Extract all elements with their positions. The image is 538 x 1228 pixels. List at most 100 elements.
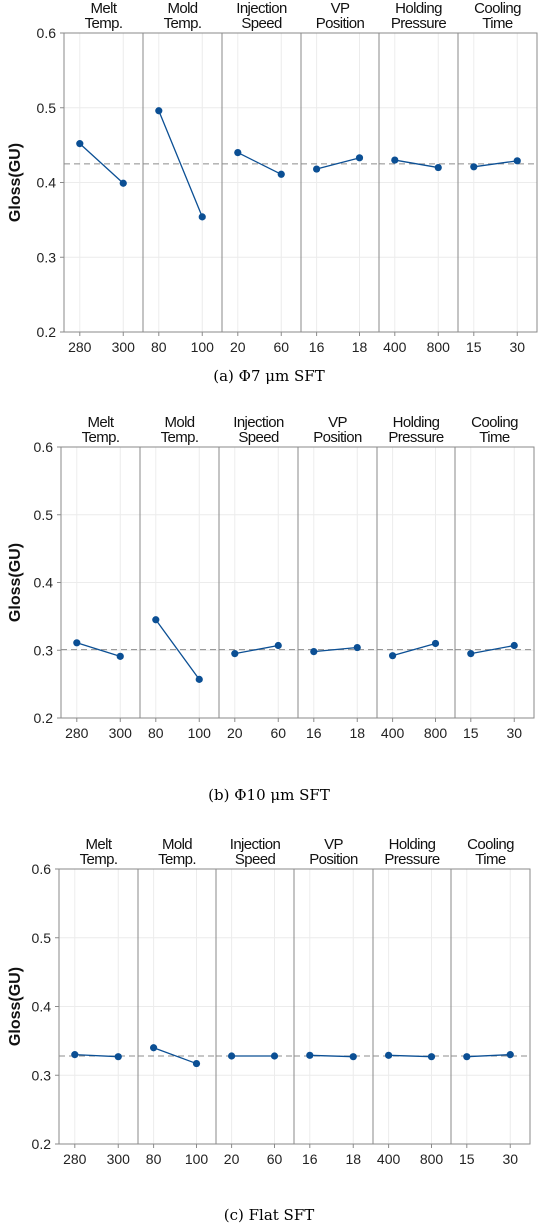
data-point bbox=[510, 641, 518, 650]
x-tick-label: 15 bbox=[459, 1151, 475, 1167]
y-tick-label: 0.3 bbox=[34, 642, 54, 658]
panel-title-line1: Holding bbox=[389, 836, 436, 853]
panel-title-line2: Speed bbox=[241, 15, 282, 32]
x-tick-label: 800 bbox=[420, 1151, 444, 1167]
data-point bbox=[76, 140, 84, 148]
panel-title-line1: Melt bbox=[91, 0, 118, 17]
x-tick-label: 20 bbox=[230, 339, 246, 355]
panel-title-line1: Injection bbox=[233, 414, 284, 431]
panel-title-line2: Time bbox=[479, 429, 510, 446]
x-tick-label: 30 bbox=[506, 725, 522, 741]
x-tick-label: 18 bbox=[345, 1151, 361, 1167]
y-tick-label: 0.2 bbox=[37, 324, 57, 340]
data-point bbox=[274, 641, 282, 650]
data-point bbox=[152, 616, 160, 624]
panel-title-line1: Melt bbox=[86, 836, 113, 853]
y-tick-label: 0.6 bbox=[34, 439, 54, 455]
panel-title-line1: Injection bbox=[236, 0, 287, 17]
x-tick-label: 16 bbox=[309, 339, 325, 355]
x-tick-label: 60 bbox=[267, 1151, 283, 1167]
data-point bbox=[116, 652, 124, 660]
panel-title-line1: Cooling bbox=[471, 414, 518, 431]
y-tick-label: 0.3 bbox=[37, 249, 57, 265]
panel-title-line2: Position bbox=[316, 15, 365, 32]
panel-title-line2: Temp. bbox=[80, 851, 118, 868]
x-tick-label: 100 bbox=[191, 339, 215, 355]
x-tick-label: 60 bbox=[270, 725, 286, 741]
series-line bbox=[237, 152, 282, 175]
data-point bbox=[463, 1053, 471, 1061]
y-tick-label: 0.5 bbox=[32, 930, 52, 946]
series-line bbox=[470, 644, 515, 655]
y-axis-label: Gloss(GU) bbox=[7, 967, 24, 1046]
y-tick-label: 0.6 bbox=[37, 25, 57, 41]
x-tick-label: 100 bbox=[185, 1151, 209, 1167]
data-point bbox=[310, 648, 318, 656]
data-point bbox=[114, 1053, 122, 1061]
panel-title-line1: Mold bbox=[162, 836, 192, 853]
panel-title-line1: VP bbox=[328, 414, 347, 431]
data-point bbox=[427, 1053, 436, 1061]
x-tick-label: 16 bbox=[306, 725, 322, 741]
series-line bbox=[313, 646, 358, 653]
panel-title-line2: Speed bbox=[235, 851, 276, 868]
y-tick-label: 0.5 bbox=[34, 507, 54, 523]
series-line bbox=[76, 642, 121, 657]
data-point bbox=[73, 639, 81, 647]
data-point bbox=[389, 652, 397, 660]
x-tick-label: 800 bbox=[424, 725, 448, 741]
series-line bbox=[388, 1054, 432, 1058]
y-tick-label: 0.4 bbox=[32, 999, 52, 1015]
series-line bbox=[234, 644, 279, 655]
x-tick-label: 60 bbox=[273, 339, 289, 355]
y-axis-label: Gloss(GU) bbox=[7, 543, 24, 622]
y-tick-label: 0.4 bbox=[34, 575, 54, 591]
panel-title-line1: Melt bbox=[88, 414, 115, 431]
x-tick-label: 20 bbox=[227, 725, 243, 741]
series-line bbox=[466, 1053, 511, 1058]
caption-chart-c: (c) Flat SFT bbox=[223, 1206, 315, 1224]
panel-title-line1: Holding bbox=[393, 414, 440, 431]
panel-title-line2: Pressure bbox=[388, 429, 443, 446]
panel-title-line2: Temp. bbox=[85, 15, 123, 32]
panel-title-line1: Mold bbox=[164, 414, 194, 431]
x-tick-label: 400 bbox=[383, 339, 407, 355]
y-tick-label: 0.2 bbox=[34, 710, 54, 726]
x-tick-label: 15 bbox=[466, 339, 482, 355]
data-point bbox=[349, 1053, 357, 1061]
data-point bbox=[313, 165, 321, 173]
series-line bbox=[158, 110, 203, 218]
x-tick-label: 280 bbox=[68, 339, 92, 355]
panel-title-line1: Cooling bbox=[474, 0, 521, 17]
y-tick-label: 0.6 bbox=[32, 861, 52, 877]
panel-frame bbox=[454, 446, 535, 719]
x-tick-label: 300 bbox=[107, 1151, 131, 1167]
x-tick-label: 280 bbox=[65, 725, 89, 741]
panel-frame bbox=[457, 32, 538, 333]
panel-title-line1: Injection bbox=[230, 836, 281, 853]
x-tick-label: 16 bbox=[302, 1151, 318, 1167]
series-line bbox=[79, 143, 124, 184]
panel-title-line2: Position bbox=[309, 851, 358, 868]
panel-title-line2: Temp. bbox=[161, 429, 199, 446]
data-point bbox=[355, 154, 364, 162]
data-point bbox=[277, 170, 285, 178]
x-tick-label: 20 bbox=[224, 1151, 240, 1167]
data-point bbox=[195, 675, 203, 683]
data-point bbox=[431, 639, 440, 648]
data-point bbox=[385, 1051, 393, 1059]
y-tick-label: 0.5 bbox=[37, 100, 57, 116]
panel-title-line2: Temp. bbox=[82, 429, 120, 446]
data-point bbox=[434, 163, 442, 172]
y-tick-label: 0.2 bbox=[32, 1136, 52, 1152]
panel-title-line1: Mold bbox=[167, 0, 197, 17]
x-tick-label: 15 bbox=[463, 725, 479, 741]
caption-chart-b: (b) Φ10 μm SFT bbox=[208, 786, 330, 804]
x-tick-label: 30 bbox=[509, 339, 525, 355]
panel-title-line2: Position bbox=[313, 429, 362, 446]
panel-title-line1: Holding bbox=[395, 0, 442, 17]
data-point bbox=[231, 650, 239, 658]
y-tick-label: 0.3 bbox=[32, 1067, 52, 1083]
panel-title-line2: Pressure bbox=[391, 15, 446, 32]
data-point bbox=[155, 107, 163, 115]
